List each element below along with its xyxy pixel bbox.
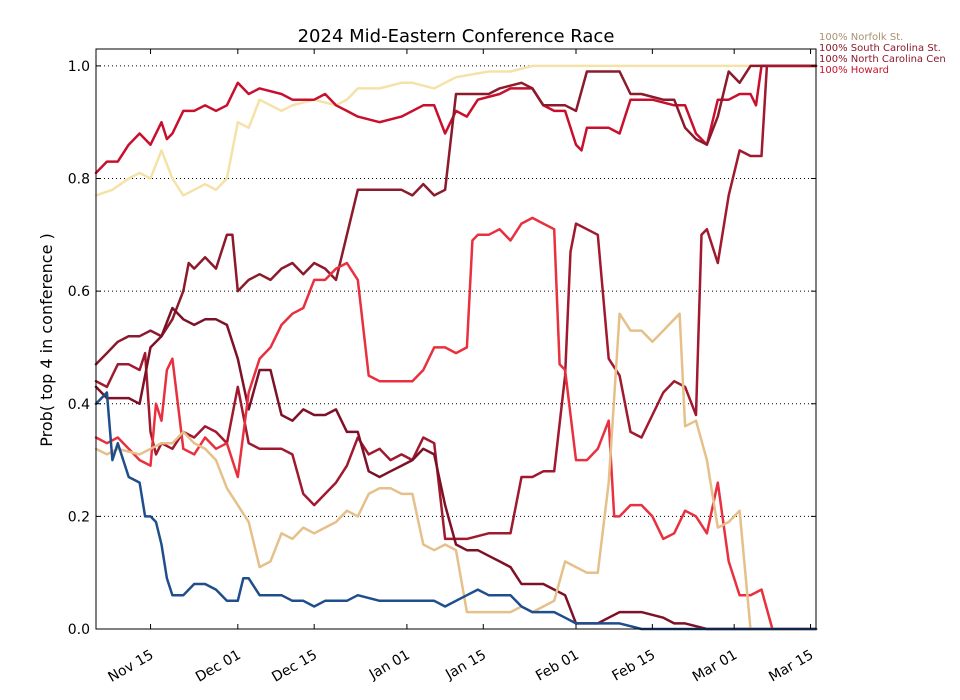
chart-title: 2024 Mid-Eastern Conference Race	[298, 26, 615, 47]
x-tick-label-6: Feb 15	[609, 647, 658, 684]
end-label-3: 100% Howard	[819, 65, 889, 76]
end-label-0: 100% Norfolk St.	[819, 32, 903, 43]
y-tick-label-2: 0.4	[68, 397, 90, 413]
series-line-6	[94, 312, 818, 631]
y-tick-label-3: 0.6	[68, 284, 90, 300]
y-axis: 0.0 0.2 0.4 0.6 0.8 1.0	[68, 59, 816, 638]
end-label-1: 100% South Carolina St.	[819, 43, 941, 54]
y-tick-label-0: 0.0	[68, 622, 90, 638]
end-labels: 100% Norfolk St.100% South Carolina St.1…	[819, 32, 946, 76]
x-tick-label-7: Mar 01	[690, 647, 740, 685]
x-tick-label-5: Feb 01	[533, 647, 582, 684]
series-line-2	[94, 64, 818, 366]
x-tick-label-4: Jan 15	[442, 647, 489, 683]
series-layer	[94, 64, 818, 631]
x-tick-label-3: Jan 01	[366, 647, 413, 683]
series-line-5	[94, 216, 818, 631]
x-tick-label-0: Nov 15	[105, 647, 156, 686]
x-tick-label-2: Dec 15	[269, 647, 320, 686]
series-line-1	[94, 64, 818, 175]
series-line-0	[94, 64, 818, 197]
x-axis: Nov 15 Dec 01 Dec 15 Jan 01 Jan 15 Feb 01 Feb …	[105, 49, 816, 686]
series-line-7	[94, 391, 818, 631]
x-tick-label-1: Dec 01	[193, 647, 244, 686]
y-tick-label-4: 0.8	[68, 172, 90, 188]
plot-frame	[95, 48, 817, 630]
x-tick-label-8: Mar 15	[766, 647, 816, 685]
series-line-3	[94, 64, 818, 541]
y-tick-label-5: 1.0	[68, 59, 90, 75]
end-label-2: 100% North Carolina Cen	[819, 54, 946, 65]
y-tick-label-1: 0.2	[68, 509, 90, 525]
y-axis-label: Prob( top 4 in conference )	[37, 233, 56, 447]
